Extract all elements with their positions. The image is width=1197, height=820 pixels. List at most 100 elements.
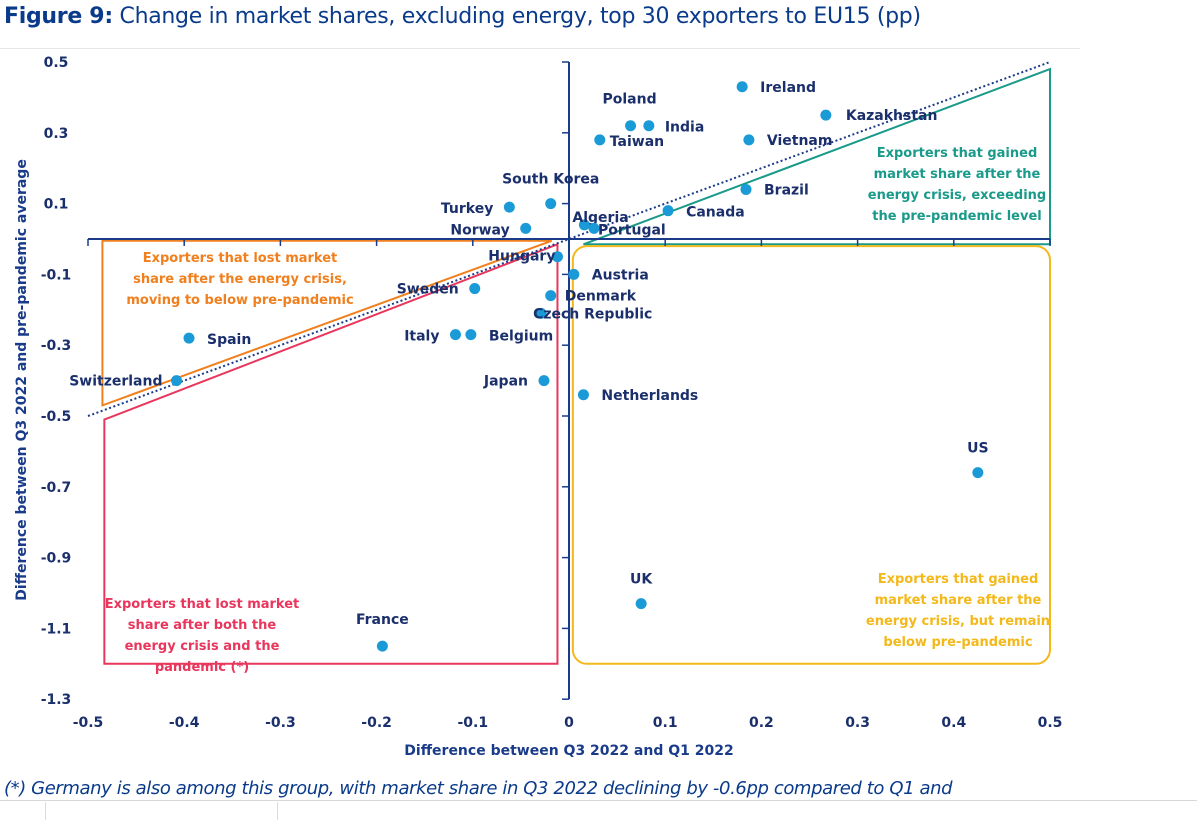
data-point-france: France: [356, 612, 409, 652]
point-label: South Korea: [502, 172, 599, 188]
point-label: Vietnam: [767, 133, 833, 149]
data-point-japan: Japan: [483, 374, 550, 390]
x-tick-label: -0.1: [457, 715, 488, 731]
y-tick-labels: 0.5 0.3 0.1 -0.1 -0.3 -0.5 -0.7 -0.9 -1.1 -1.3: [41, 55, 72, 708]
x-axis-title: Difference between Q3 2022 and Q1 2022: [404, 743, 733, 759]
point-marker: [568, 268, 580, 280]
point-marker: [538, 375, 550, 387]
footnote: (*) Germany is also among this group, wi…: [4, 778, 953, 799]
point-label: Denmark: [565, 289, 637, 305]
data-point-poland: Poland: [603, 92, 657, 132]
data-point-uk: UK: [630, 572, 653, 610]
data-point-austria: Austria: [568, 267, 649, 283]
x-tick-label: 0.5: [1038, 715, 1063, 731]
point-marker: [578, 219, 590, 231]
point-marker: [577, 389, 589, 401]
point-label: Canada: [686, 205, 745, 221]
point-marker: [625, 120, 637, 132]
data-point-india: India: [643, 120, 704, 136]
x-tick-label: 0: [564, 715, 574, 731]
point-label: Kazakhstan: [846, 108, 938, 124]
point-marker: [588, 222, 600, 234]
figure-title-text: Change in market shares, excluding energ…: [119, 4, 922, 29]
point-marker: [183, 332, 195, 344]
region-boxes: [101, 67, 1052, 665]
point-marker: [551, 251, 563, 263]
annotation-line: share after the energy crisis,: [133, 272, 347, 287]
annotation-line: pandemic (*): [155, 660, 249, 675]
data-point-sweden: Sweden: [397, 282, 481, 298]
point-label: Turkey: [441, 201, 493, 217]
data-point-turkey: Turkey: [441, 201, 515, 217]
annotation-line: Exporters that lost market: [143, 251, 338, 266]
x-tick-label: -0.4: [169, 715, 200, 731]
point-label: Hungary: [488, 249, 555, 265]
y-axis-title: Difference between Q3 2022 and pre-pande…: [14, 159, 30, 601]
point-marker: [635, 598, 647, 610]
point-marker: [503, 201, 515, 213]
annotation-pink: Exporters that lost market share after bo…: [105, 597, 300, 675]
data-point-spain: Spain: [183, 332, 251, 348]
point-label: Netherlands: [601, 388, 698, 404]
point-marker: [972, 467, 984, 479]
annotation-line: energy crisis, exceeding: [868, 188, 1046, 203]
data-point-ireland: Ireland: [736, 80, 816, 96]
bottom-separator: [45, 802, 46, 820]
point-label: Belgium: [489, 329, 553, 345]
x-tick-label: -0.3: [265, 715, 296, 731]
point-marker: [643, 120, 655, 132]
top-divider: [0, 48, 1080, 49]
point-label: Italy: [404, 329, 439, 345]
data-point-taiwan: Taiwan: [594, 134, 664, 150]
point-label: India: [665, 120, 704, 136]
point-marker: [171, 375, 183, 387]
figure-title: Figure 9: Change in market shares, exclu…: [4, 4, 921, 29]
x-tick-label: 0.2: [749, 715, 774, 731]
y-tick-label: -1.3: [41, 692, 72, 708]
y-tick-label: -0.7: [41, 480, 72, 496]
point-marker: [740, 183, 752, 195]
axes: [87, 61, 1051, 700]
data-point-belgium: Belgium: [465, 329, 553, 345]
bottom-separator: [277, 802, 278, 820]
point-marker: [736, 81, 748, 93]
point-label: Algeria: [572, 210, 628, 226]
point-label: Norway: [450, 222, 509, 238]
x-tick-labels: -0.5 -0.4 -0.3 -0.2 -0.1 0 0.1 0.2 0.3 0.4 0.5: [73, 715, 1063, 731]
data-point-us: US: [967, 441, 989, 479]
y-tick-label: -1.1: [41, 621, 72, 637]
data-point-denmark: Denmark: [545, 289, 637, 305]
y-tick-label: 0.3: [44, 126, 69, 142]
annotation-line: the pre-pandemic level: [872, 209, 1041, 224]
annotation-line: Exporters that lost market: [105, 597, 300, 612]
data-point-hungary: Hungary: [488, 249, 563, 265]
data-point-norway: Norway: [450, 222, 532, 238]
point-marker: [820, 109, 832, 121]
annotation-line: market share after the: [874, 167, 1041, 182]
point-label: Ireland: [760, 80, 816, 96]
annotation-line: market share after the: [875, 593, 1042, 608]
point-label: Portugal: [598, 222, 666, 238]
region-gained-exceeding: [583, 67, 1051, 246]
point-label: Japan: [483, 374, 528, 390]
point-marker: [545, 290, 557, 302]
point-marker: [743, 134, 755, 146]
point-label: Taiwan: [610, 134, 664, 150]
x-tick-label: -0.2: [361, 715, 392, 731]
point-label: Switzerland: [69, 374, 162, 390]
y-tick-label: 0.1: [44, 197, 69, 213]
annotation-line: below pre-pandemic: [883, 635, 1032, 650]
y-tick-label: -0.9: [41, 551, 72, 567]
scatter-chart: -0.5 -0.4 -0.3 -0.2 -0.1 0 0.1 0.2 0.3 0.4 0.5 0.5…: [14, 55, 1063, 759]
point-label: Austria: [592, 267, 649, 283]
point-label: France: [356, 612, 409, 628]
point-label: Czech Republic: [533, 306, 652, 322]
y-tick-label: 0.5: [44, 55, 69, 71]
region-lost-both: [103, 242, 559, 665]
y-tick-label: -0.1: [41, 267, 72, 283]
data-point-canada: Canada: [662, 205, 745, 221]
x-tick-label: 0.3: [845, 715, 870, 731]
data-point-brazil: Brazil: [740, 182, 809, 198]
point-marker: [520, 222, 532, 234]
